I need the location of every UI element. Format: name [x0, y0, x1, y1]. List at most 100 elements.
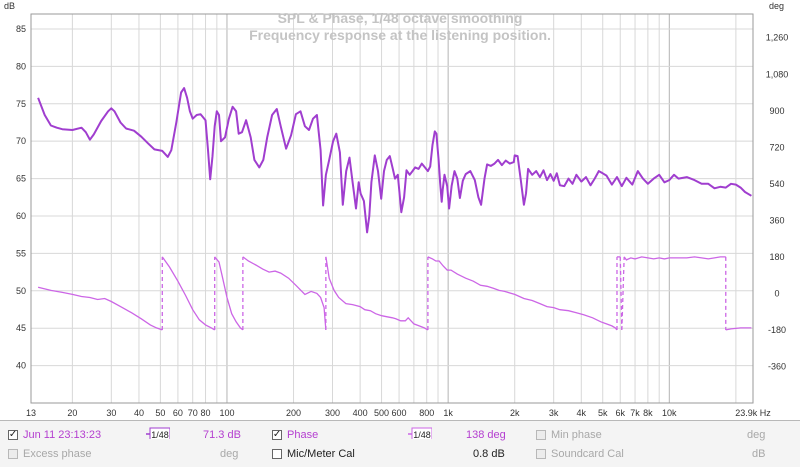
x-tick-label: 13 — [26, 408, 36, 418]
x-tick-label: 6k — [615, 408, 625, 418]
phase-series-line — [161, 256, 216, 331]
x-tick-label: 3k — [549, 408, 559, 418]
phase-series-line — [242, 256, 327, 330]
phase-series-line — [325, 256, 429, 331]
phase-smoothing[interactable]: 1/48 — [408, 427, 432, 439]
x-tick-label: 50 — [155, 408, 165, 418]
spl-value-text: 71.3 dB — [203, 429, 241, 441]
x-tick-label: 23.9k Hz — [735, 408, 771, 418]
phase-value: 138 deg — [466, 429, 506, 441]
excess-phase-checkbox[interactable] — [8, 449, 18, 459]
phase-series-line — [725, 327, 752, 331]
x-tick-label: 20 — [67, 408, 77, 418]
y-right-tick-label: 0 — [774, 288, 779, 298]
legend-phase[interactable]: ✓ Phase — [272, 429, 318, 441]
phase-wrap-line — [619, 256, 623, 330]
mic-cal-value: 0.8 dB — [473, 448, 505, 460]
y-right-tick-label: 1,260 — [766, 33, 789, 43]
y-left-tick-label: 80 — [16, 61, 26, 71]
excess-phase-label: Excess phase — [23, 448, 92, 460]
spl-smoothing-text: 1/48 — [151, 430, 169, 439]
spl-series-line — [37, 87, 752, 234]
x-tick-label: 10k — [662, 408, 677, 418]
phase-checkbox[interactable]: ✓ — [272, 429, 282, 440]
x-tick-label: 500 — [374, 408, 389, 418]
chart-svg: 13 20 30 40 50 60 70 80 100 200 300 400 500 600 800 1k 2… — [15, 13, 789, 418]
plot-frame — [30, 13, 754, 404]
legend-panel: ✓ Jun 11 23:13:23 1/48 71.3 dB ✓ Phase 1… — [0, 420, 800, 467]
x-tick-label: 800 — [419, 408, 434, 418]
excess-phase-unit: deg — [220, 448, 238, 460]
phase-series-line — [214, 256, 244, 331]
y-left-unit: dB — [4, 1, 16, 11]
y-right-unit: deg — [768, 1, 784, 11]
grid-y — [31, 28, 753, 367]
legend-mic-cal[interactable]: Mic/Meter Cal — [272, 448, 355, 460]
spl-label: Jun 11 23:13:23 — [23, 429, 102, 441]
x-tick-labels: 13 20 30 40 50 60 70 80 100 200 300 400 500 600 800 1k 2… — [26, 408, 771, 418]
y-right-tick-label: -180 — [768, 325, 786, 335]
x-tick-label: 1k — [443, 408, 453, 418]
y-left-tick-label: 55 — [16, 248, 26, 258]
y-left-tick-label: 75 — [16, 99, 26, 109]
series-layer — [37, 87, 752, 331]
grid-x — [71, 14, 737, 403]
min-phase-unit-text: deg — [747, 429, 766, 441]
spl-smoothing[interactable]: 1/48 — [146, 427, 170, 439]
y-left-tick-label: 60 — [16, 211, 26, 221]
legend-min-phase[interactable]: Min phase — [536, 429, 602, 441]
soundcard-cal-label: Soundcard Cal — [551, 448, 624, 460]
y-right-tick-label: -360 — [768, 361, 786, 371]
y-left-tick-label: 65 — [16, 174, 26, 184]
x-tick-label: 2k — [510, 408, 520, 418]
x-tick-label: 60 — [173, 408, 183, 418]
y-left-tick-label: 45 — [16, 323, 26, 333]
soundcard-cal-checkbox[interactable] — [536, 449, 546, 459]
soundcard-cal-unit-text: dB — [752, 448, 766, 460]
x-tick-label: 80 — [201, 408, 211, 418]
y-right-tick-label: 540 — [769, 179, 784, 189]
x-tick-label: 5k — [598, 408, 608, 418]
chart-area: 13 20 30 40 50 60 70 80 100 200 300 400 500 600 800 1k 2… — [4, 1, 789, 418]
spl-value: 71.3 dB — [203, 429, 241, 441]
y-right-tick-label: 900 — [769, 106, 784, 116]
x-tick-label: 600 — [392, 408, 407, 418]
phase-smoothing-icon: 1/48 — [408, 427, 432, 439]
y-right-tick-label: 360 — [769, 215, 784, 225]
x-tick-label: 4k — [577, 408, 587, 418]
soundcard-cal-unit: dB — [752, 448, 765, 460]
x-tick-label: 40 — [134, 408, 144, 418]
phase-series-line — [427, 256, 618, 331]
spl-checkbox[interactable]: ✓ — [8, 429, 18, 440]
x-tick-label: 100 — [219, 408, 234, 418]
min-phase-unit: deg — [747, 429, 765, 441]
y-right-tick-label: 1,080 — [766, 69, 789, 79]
mic-cal-checkbox[interactable] — [272, 449, 282, 459]
legend-excess-phase[interactable]: Excess phase — [8, 448, 91, 460]
y-left-tick-label: 50 — [16, 286, 26, 296]
y-right-tick-label: 180 — [769, 252, 784, 262]
mic-cal-value-text: 0.8 dB — [473, 448, 505, 460]
phase-series-line — [37, 286, 163, 331]
excess-phase-unit-text: deg — [220, 448, 239, 460]
spl-smoothing-icon: 1/48 — [146, 427, 170, 439]
x-tick-label: 400 — [353, 408, 368, 418]
y-right-tick-label: 720 — [769, 142, 784, 152]
mic-cal-label: Mic/Meter Cal — [287, 448, 355, 460]
y-left-tick-labels: 40 45 50 55 60 65 70 75 80 85 — [16, 24, 26, 371]
phase-series-line — [623, 256, 726, 261]
phase-value-text: 138 deg — [466, 429, 506, 441]
x-tick-label: 70 — [188, 408, 198, 418]
legend-spl[interactable]: ✓ Jun 11 23:13:23 — [8, 429, 101, 441]
x-tick-label: 200 — [286, 408, 301, 418]
y-left-tick-label: 40 — [16, 361, 26, 371]
x-tick-label: 300 — [325, 408, 340, 418]
x-tick-label: 8k — [643, 408, 653, 418]
x-tick-label: 7k — [630, 408, 640, 418]
y-right-tick-labels: -360 -180 0 180 360 540 720 900 1,080 1,260 — [766, 33, 789, 372]
min-phase-checkbox[interactable] — [536, 430, 546, 440]
chart-title: SPL & Phase, 1/48 octave smoothing — [277, 10, 523, 26]
legend-soundcard-cal[interactable]: Soundcard Cal — [536, 448, 624, 460]
y-left-tick-label: 85 — [16, 24, 26, 34]
x-tick-label: 30 — [106, 408, 116, 418]
